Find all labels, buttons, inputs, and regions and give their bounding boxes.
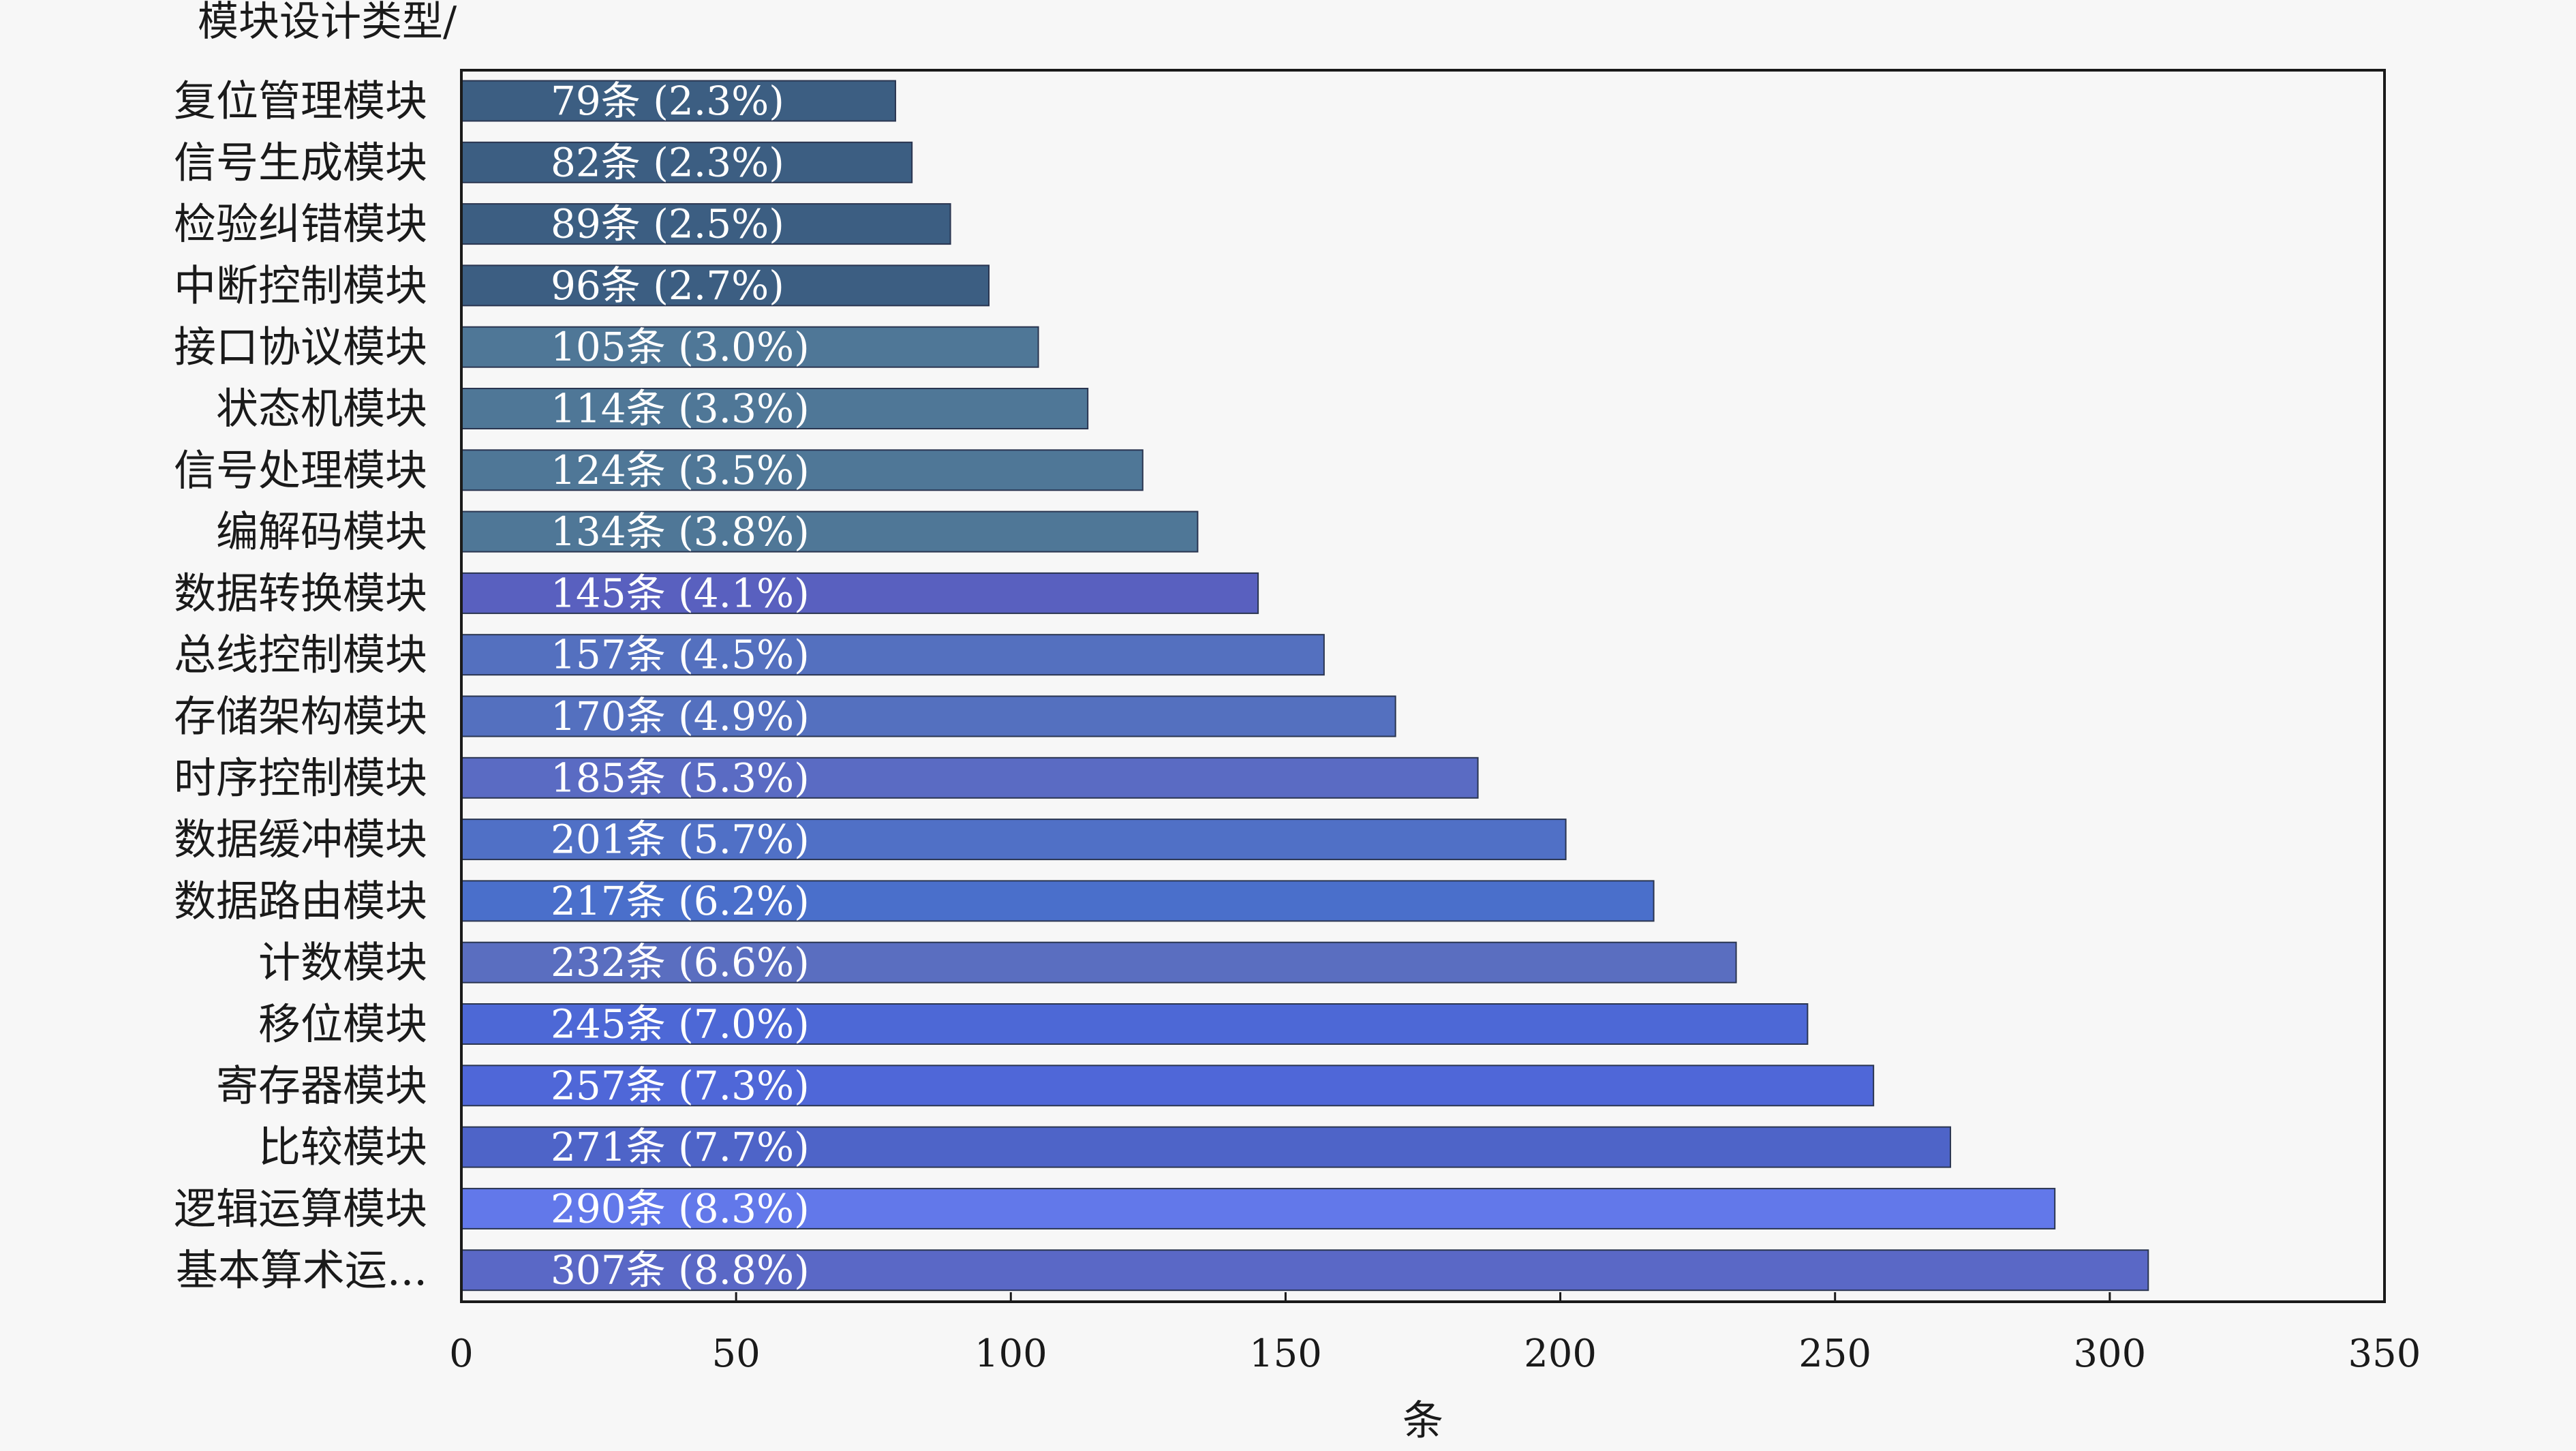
x-tick-label: 50 — [712, 1332, 761, 1376]
x-tick-label: 150 — [1249, 1332, 1322, 1376]
category-label: 移位模块 — [258, 999, 427, 1049]
category-label: 数据缓冲模块 — [174, 814, 427, 864]
x-tick-label: 200 — [1524, 1332, 1597, 1376]
bar — [461, 388, 1089, 429]
category-label: 信号生成模块 — [174, 138, 427, 187]
bar-value-label: 82条 (2.3%) — [551, 139, 784, 185]
category-label: 编解码模块 — [216, 507, 427, 557]
category-label: 逻辑运算模块 — [174, 1184, 427, 1234]
bar-value-label: 96条 (2.7%) — [551, 262, 784, 309]
bar-value-label: 145条 (4.1%) — [551, 570, 810, 616]
x-tick-label: 350 — [2348, 1332, 2421, 1376]
bar-value-label: 114条 (3.3%) — [551, 386, 810, 432]
x-tick-label: 250 — [1798, 1332, 1871, 1376]
bar-value-label: 105条 (3.0%) — [551, 324, 810, 370]
bar-value-label: 170条 (4.9%) — [551, 693, 810, 739]
category-label: 复位管理模块 — [174, 76, 427, 126]
bar — [461, 1065, 1875, 1107]
category-label: 信号处理模块 — [174, 445, 427, 495]
bar — [461, 326, 1039, 368]
category-label: 时序控制模块 — [174, 753, 427, 803]
bar — [461, 1003, 1809, 1045]
x-tick-label: 300 — [2073, 1332, 2146, 1376]
bar-value-label: 245条 (7.0%) — [551, 1001, 810, 1048]
category-label: 状态机模块 — [216, 384, 427, 433]
x-ticks-group: 0 50 100 150 200 250 300 350 — [449, 1292, 2421, 1376]
bar-value-label: 79条 (2.3%) — [551, 78, 784, 124]
category-label: 计数模块 — [258, 938, 427, 988]
bar — [461, 941, 1737, 983]
x-tick-label: 0 — [449, 1332, 474, 1376]
category-labels-group: 复位管理模块信号生成模块检验纠错模块中断控制模块接口协议模块状态机模块信号处理模… — [174, 76, 427, 1296]
bar — [461, 141, 913, 183]
category-label: 总线控制模块 — [174, 630, 427, 679]
x-tick-label: 100 — [975, 1332, 1047, 1376]
bar — [461, 449, 1144, 491]
bar — [461, 880, 1655, 922]
bar-value-label: 307条 (8.8%) — [551, 1247, 810, 1294]
bar-value-label: 232条 (6.6%) — [551, 939, 810, 986]
bar-value-label: 157条 (4.5%) — [551, 632, 810, 678]
bar-value-label: 271条 (7.7%) — [551, 1124, 810, 1170]
bar — [461, 203, 951, 245]
bar-value-label: 217条 (6.2%) — [551, 878, 810, 924]
bar-value-label: 89条 (2.5%) — [551, 201, 784, 247]
x-axis-title: 条 — [1402, 1397, 1443, 1445]
category-label: 基本算术运... — [176, 1245, 427, 1295]
category-label: 中断控制模块 — [174, 260, 427, 310]
category-label: 数据路由模块 — [174, 876, 427, 926]
plot-frame — [460, 69, 2386, 1303]
bar — [461, 80, 896, 122]
y-axis-title: 模块设计类型/ — [198, 0, 457, 46]
bar — [461, 1126, 1952, 1168]
category-label: 接口协议模块 — [174, 322, 427, 372]
bar-value-label: 124条 (3.5%) — [551, 447, 810, 493]
bar-value-label: 134条 (3.8%) — [551, 508, 810, 555]
category-label: 数据转换模块 — [174, 568, 427, 618]
bar-labels-group: 79条 (2.3%) 82条 (2.3%) 89条 (2.5%) 96条 (2.7%)… — [551, 78, 810, 1294]
bar — [461, 819, 1567, 861]
category-label: 比较模块 — [258, 1122, 427, 1172]
category-label: 寄存器模块 — [216, 1060, 427, 1110]
bar-value-label: 201条 (5.7%) — [551, 816, 810, 863]
category-label: 存储架构模块 — [174, 692, 427, 742]
bar-value-label: 185条 (5.3%) — [551, 754, 810, 801]
bar — [461, 1249, 2149, 1292]
bar — [461, 757, 1479, 799]
bars-group — [461, 80, 2149, 1292]
bar-value-label: 257条 (7.3%) — [551, 1063, 810, 1109]
bar-value-label: 290条 (8.3%) — [551, 1185, 810, 1232]
category-label: 检验纠错模块 — [174, 199, 427, 249]
bar — [461, 695, 1396, 737]
bar — [461, 264, 990, 307]
